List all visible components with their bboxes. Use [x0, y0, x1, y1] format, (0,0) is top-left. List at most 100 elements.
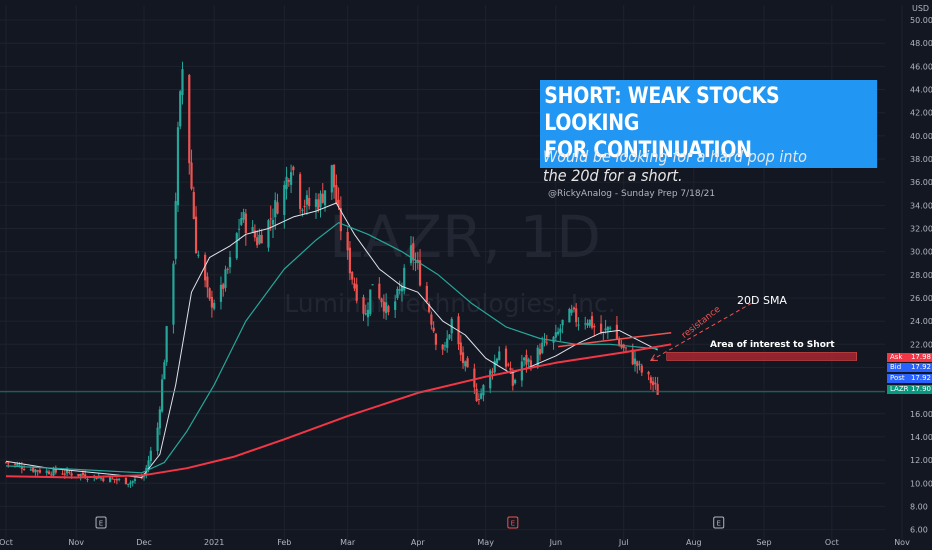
candle-down[interactable] — [7, 462, 10, 464]
candle-down[interactable] — [206, 276, 209, 288]
candle-down[interactable] — [362, 297, 365, 314]
candle-up[interactable] — [364, 313, 367, 315]
candle-up[interactable] — [131, 480, 134, 483]
candle-down[interactable] — [32, 467, 35, 472]
candle-down[interactable] — [615, 324, 619, 339]
candle-up[interactable] — [274, 200, 277, 218]
candle-down[interactable] — [113, 478, 116, 480]
candle-up[interactable] — [554, 332, 557, 338]
candle-up[interactable] — [561, 319, 564, 326]
candle-up[interactable] — [577, 324, 580, 326]
candle-down[interactable] — [624, 347, 628, 349]
candle-down[interactable] — [308, 197, 311, 207]
candle-up[interactable] — [118, 478, 121, 480]
candle-down[interactable] — [654, 382, 657, 385]
candle-down[interactable] — [335, 185, 338, 204]
candle-up[interactable] — [285, 176, 288, 190]
candle-down[interactable] — [459, 342, 462, 355]
candle-down[interactable] — [204, 254, 207, 281]
candle-up[interactable] — [174, 201, 177, 259]
candle-down[interactable] — [631, 349, 634, 365]
candle-up[interactable] — [527, 359, 530, 362]
candle-up[interactable] — [267, 220, 270, 248]
candle-up[interactable] — [158, 409, 161, 429]
candle-up[interactable] — [448, 334, 451, 339]
candle-up[interactable] — [606, 326, 609, 331]
candle-up[interactable] — [541, 342, 544, 353]
candle-down[interactable] — [507, 364, 510, 366]
candle-down[interactable] — [299, 174, 302, 209]
candle-down[interactable] — [618, 338, 621, 346]
candle-down[interactable] — [348, 247, 352, 274]
candle-up[interactable] — [52, 468, 55, 476]
candle-up[interactable] — [289, 172, 293, 185]
candle-down[interactable] — [441, 344, 444, 350]
candle-up[interactable] — [172, 263, 175, 325]
candle-down[interactable] — [353, 283, 356, 289]
candle-up[interactable] — [482, 385, 485, 396]
candle-up[interactable] — [99, 477, 103, 479]
candle-up[interactable] — [559, 328, 562, 333]
candle-down[interactable] — [244, 213, 247, 233]
candle-down[interactable] — [622, 344, 625, 349]
candles[interactable] — [4, 61, 659, 488]
earnings-marker[interactable]: E — [95, 516, 107, 529]
candle-down[interactable] — [36, 470, 39, 472]
candle-down[interactable] — [13, 463, 17, 465]
candle-down[interactable] — [81, 472, 85, 476]
candle-down[interactable] — [226, 268, 229, 270]
candle-up[interactable] — [520, 361, 523, 381]
candle-down[interactable] — [192, 191, 195, 219]
candle-up[interactable] — [181, 69, 184, 96]
candle-down[interactable] — [210, 296, 213, 308]
candle-up[interactable] — [45, 470, 48, 473]
candle-up[interactable] — [633, 358, 637, 365]
candle-down[interactable] — [425, 285, 428, 302]
candle-down[interactable] — [640, 365, 643, 373]
candle-up[interactable] — [271, 219, 275, 225]
candle-down[interactable] — [260, 234, 263, 244]
candle-down[interactable] — [504, 348, 508, 367]
candle-up[interactable] — [129, 482, 132, 485]
candle-up[interactable] — [142, 476, 146, 478]
candle-up[interactable] — [219, 284, 223, 302]
candle-up[interactable] — [609, 327, 612, 329]
candle-down[interactable] — [253, 230, 256, 238]
candle-down[interactable] — [351, 272, 354, 280]
candle-down[interactable] — [70, 473, 73, 476]
candle-up[interactable] — [403, 267, 406, 291]
time-axis[interactable]: Oct Nov Dec 2021 Feb Mar Apr May Jun Jul Aug Sep Oct… — [0, 538, 910, 547]
candle-up[interactable] — [552, 336, 555, 343]
candle-down[interactable] — [63, 473, 66, 475]
candle-down[interactable] — [23, 469, 26, 471]
candle-up[interactable] — [414, 262, 417, 264]
candle-down[interactable] — [412, 243, 415, 261]
candle-down[interactable] — [538, 349, 542, 355]
candle-down[interactable] — [380, 298, 383, 303]
candle-up[interactable] — [179, 91, 182, 127]
candle-down[interactable] — [593, 326, 596, 328]
resistance-line[interactable] — [557, 331, 672, 348]
candle-down[interactable] — [77, 473, 80, 476]
candle-down[interactable] — [68, 471, 71, 473]
candle-up[interactable] — [108, 477, 112, 483]
candle-down[interactable] — [432, 327, 435, 332]
candle-up[interactable] — [584, 323, 587, 325]
candle-up[interactable] — [65, 470, 69, 474]
candle-up[interactable] — [330, 165, 333, 193]
candle-down[interactable] — [649, 377, 652, 384]
candle-up[interactable] — [536, 347, 539, 368]
candle-up[interactable] — [127, 483, 130, 485]
drawings[interactable] — [0, 302, 885, 393]
candle-up[interactable] — [161, 379, 164, 412]
candle-down[interactable] — [382, 301, 385, 312]
candle-down[interactable] — [47, 471, 51, 475]
candle-down[interactable] — [194, 216, 198, 254]
candle-up[interactable] — [319, 193, 322, 208]
candle-down[interactable] — [303, 206, 306, 208]
candle-down[interactable] — [190, 162, 193, 189]
candle-up[interactable] — [242, 211, 245, 220]
earnings-badge[interactable] — [507, 516, 519, 529]
earnings-badge[interactable] — [713, 516, 725, 529]
